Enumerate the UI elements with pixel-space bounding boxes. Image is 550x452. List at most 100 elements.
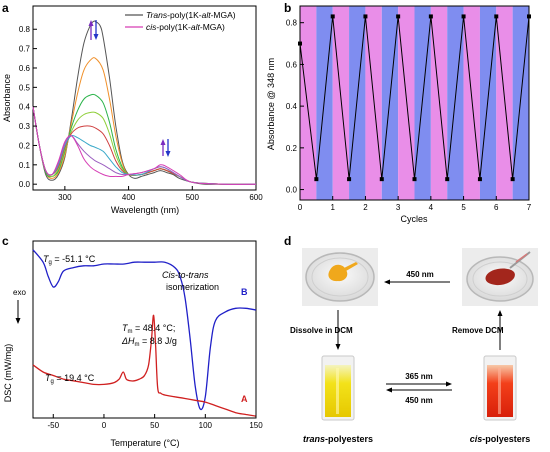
cis-label: cis-polyesters [470,434,531,444]
cycle-point [445,177,450,182]
ytick-label-a: 0.6 [19,64,31,73]
iso-line2: isomerization [166,282,219,292]
cycle-point [347,177,352,182]
tm-annotation: Tm = 48.4 °C; [122,323,175,335]
cycle-band [365,6,382,200]
cycle-band [414,6,431,200]
xtick-label-a: 400 [122,193,136,202]
trans-dish-photo [302,248,378,306]
spectrum-line-7 [32,106,257,185]
spectra-lines [32,20,257,185]
axis-ticks-a: 300 400 500 600 0.0 0.1 0.2 0.3 0.4 0.5 0.6 0.7 0.8 [19,25,263,202]
cycle-band [349,6,366,200]
tg-b-annotation: Tg = -51.1 °C [43,254,96,266]
cycle-band [447,6,464,200]
cycle-point [527,14,531,19]
xtick-label-c: 150 [249,421,263,430]
cycle-band [332,6,350,200]
cycle-band [398,6,415,200]
xtick-label-c: 100 [199,421,213,430]
dsc-curve-B [32,249,257,411]
cycle-point [379,177,384,182]
plot-frame-b [299,5,530,201]
panel-c: c -50 0 50 100 150 exo DSC (mW/mg) Temperatu… [2,234,263,448]
ytick-label-a: 0.8 [19,25,31,34]
plot-frame-a [32,5,257,191]
ytick-label-b: 0.4 [286,102,298,111]
ytick-label-b: 0.8 [286,19,298,28]
ytick-label-a: 0.2 [19,141,31,150]
cycle-band [430,6,448,200]
mid-left-arrowhead-icon [386,387,392,393]
top-arrowhead-icon [384,279,390,285]
ylabel-c: DSC (mW/mg) [3,344,13,403]
legend-cis: cis-poly(1K-alt-MGA) [146,22,225,32]
spectrum-line-3 [32,106,257,185]
cycle-point [314,177,319,182]
panel-letter-d: d [284,234,291,248]
xlabel-c: Temperature (°C) [110,438,179,448]
panel-letter-b: b [284,1,291,15]
trans-vial [321,355,355,421]
xtick-label-c: 0 [102,421,107,430]
xtick-label-c: 50 [150,421,159,430]
cycle-point [510,177,515,182]
cycle-point [330,14,335,19]
exo-arrowhead-icon [15,318,21,324]
spectrum-line-6 [32,106,257,185]
ytick-label-b: 0.0 [286,186,298,195]
xtick-label-b: 7 [527,203,532,212]
xtick-label-b: 1 [330,203,335,212]
ytick-label-b: 0.6 [286,60,298,69]
xtick-label-b: 4 [429,203,434,212]
cycle-point [363,14,368,19]
spectrum-line-0 [32,20,256,185]
cycle-band [463,6,480,200]
cycle-band [316,6,333,200]
top-arrow-label: 450 nm [406,270,434,279]
ytick-label-a: 0.7 [19,45,31,54]
dsc-curves [32,249,257,417]
iso-line1: Cis-to-trans [162,270,209,280]
cycle-point [461,14,466,19]
axis-ticks-b: 0 1 2 3 4 5 6 7 0.0 0.2 0.4 0.6 0.8 [286,19,532,212]
dsc-curve-A [32,314,257,417]
panel-b: b 0 1 2 3 4 5 6 7 0.0 0.2 0.4 0.6 0.8 Cycles Absorba… [266,1,532,224]
cycle-band [512,6,529,200]
xtick-label-b: 5 [461,203,466,212]
hm-annotation: ΔHm = 8.8 J/g [121,336,177,348]
cycle-series [298,14,531,182]
cycle-band [300,6,317,200]
cycle-point [396,14,401,19]
ylabel-a: Absorbance [2,74,12,122]
panel-letter-a: a [2,1,9,15]
cycle-point [477,177,482,182]
xtick-label-b: 6 [494,203,499,212]
increase-arrows-peak [160,139,171,157]
xtick-label-a: 300 [58,193,72,202]
dissolve-label: Dissolve in DCM [290,326,353,335]
xtick-label-b: 3 [396,203,401,212]
cycle-point [298,41,302,46]
cycle-point [412,177,417,182]
curve-label-a: A [241,394,248,404]
curve-label-b: B [241,287,248,297]
cycle-band [496,6,513,200]
cycle-band [381,6,399,200]
axis-ticks-c: -50 0 50 100 150 [47,414,263,430]
decrease-arrows-peak [88,20,99,40]
cycle-point [494,14,499,19]
remove-label: Remove DCM [452,326,504,335]
ylabel-b: Absorbance @ 348 nm [266,58,276,150]
cycle-band [479,6,497,200]
mid-bottom-label: 450 nm [405,396,433,405]
cis-dish-photo [462,248,538,306]
ytick-label-a: 0.0 [19,180,31,189]
ytick-label-a: 0.3 [19,122,31,131]
xtick-label-a: 600 [249,193,263,202]
legend-a: Trans-poly(1K-alt-MGA) cis-poly(1K-alt-M… [125,10,236,32]
spectrum-line-4 [32,106,257,185]
ytick-label-a: 0.5 [19,83,31,92]
trans-label: trans-polyesters [303,434,373,444]
